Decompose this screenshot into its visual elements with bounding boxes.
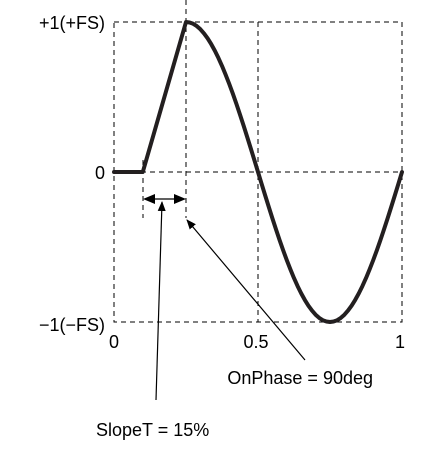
x-tick-0: 0 bbox=[109, 332, 119, 352]
y-label-bottom: −1(−FS) bbox=[39, 315, 105, 335]
onphase-leader-line bbox=[186, 219, 306, 361]
y-label-zero: 0 bbox=[95, 163, 105, 183]
slope-arrowhead-right bbox=[174, 194, 186, 204]
slope-label: SlopeT = 15% bbox=[96, 420, 209, 440]
y-label-top: +1(+FS) bbox=[39, 13, 105, 33]
onphase-label: OnPhase = 90deg bbox=[227, 368, 373, 388]
x-tick-1: 1 bbox=[395, 332, 405, 352]
slope-leader-line bbox=[155, 201, 166, 401]
waveform-curve bbox=[112, 20, 404, 324]
x-tick-half: 0.5 bbox=[243, 332, 268, 352]
slope-arrowhead-left bbox=[143, 194, 155, 204]
